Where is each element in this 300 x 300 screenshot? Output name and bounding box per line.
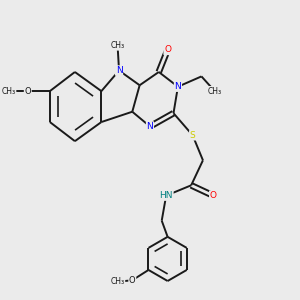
Text: N: N — [147, 122, 153, 131]
Text: S: S — [190, 131, 196, 140]
Text: O: O — [164, 45, 171, 54]
Text: O: O — [25, 87, 31, 96]
Text: O: O — [210, 191, 217, 200]
Text: HN: HN — [159, 191, 173, 200]
Text: O: O — [129, 276, 136, 285]
Text: CH₃: CH₃ — [208, 87, 222, 96]
Text: CH₃: CH₃ — [110, 41, 124, 50]
Text: N: N — [116, 66, 122, 75]
Text: CH₃: CH₃ — [110, 277, 124, 286]
Text: CH₃: CH₃ — [2, 87, 16, 96]
Text: N: N — [175, 82, 181, 91]
